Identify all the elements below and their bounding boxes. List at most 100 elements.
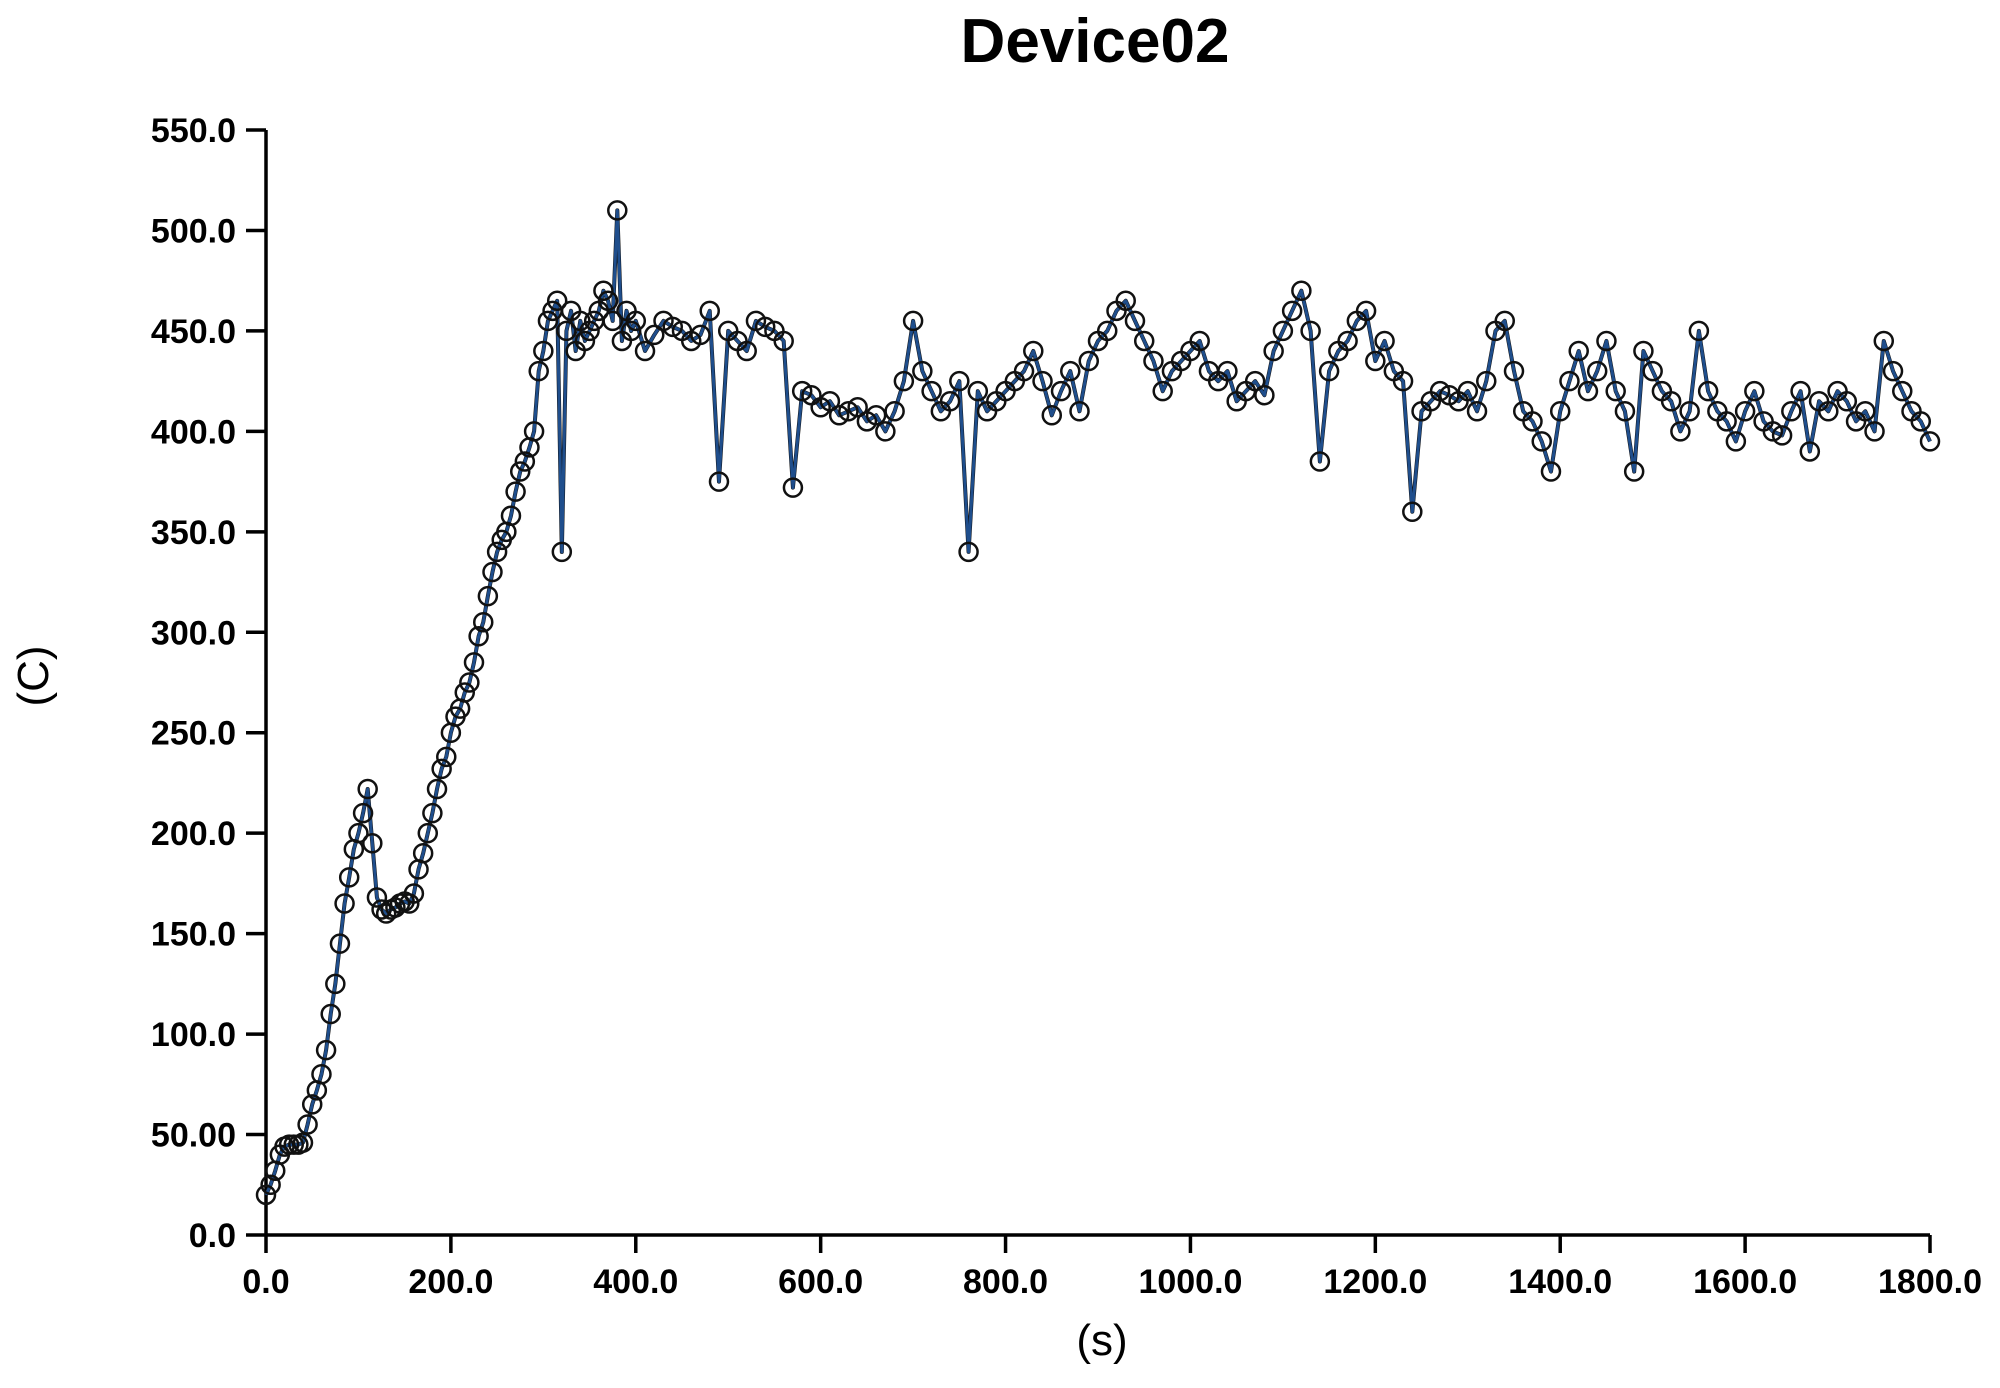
data-point [514,451,536,472]
data-point [362,832,383,854]
data-point [1910,411,1932,432]
data-point [625,310,647,332]
data-point [1429,380,1451,402]
x-tick-label: 1400.0 [1508,1263,1612,1301]
data-point [1244,370,1266,392]
x-tick-label: 0.0 [242,1263,289,1301]
x-tick-label: 1800.0 [1878,1263,1982,1301]
data-point [1078,350,1100,372]
data-point [468,626,489,647]
data-point [412,843,434,864]
data-point [1873,330,1895,352]
data-point [1531,431,1552,452]
data-point [1725,431,1747,452]
data-point [699,300,720,322]
data-point [1605,380,1626,402]
data-point [893,370,915,392]
data-point [556,320,577,342]
data-point [315,1039,337,1061]
data-point [1734,401,1756,422]
data-point [1818,401,1839,422]
data-point [528,360,549,382]
data-point [301,1094,323,1115]
data-point [417,822,439,844]
x-tick-label: 1200.0 [1323,1263,1427,1301]
data-point [1596,330,1617,352]
data-point [1254,384,1275,406]
data-point [260,1174,281,1196]
data-point [1522,411,1543,432]
data-point [1744,380,1765,402]
data-point [902,310,924,332]
data-point [436,746,457,768]
data-point [1633,340,1654,362]
data-point [1642,360,1663,382]
data-point [1882,360,1904,382]
data-point [597,290,619,312]
data-point [662,316,684,338]
data-point [791,380,813,402]
data-point [875,421,896,442]
data-point [551,541,573,563]
data-point [463,652,485,673]
data-point [1771,425,1793,446]
data-point [1494,310,1516,332]
chart-title: Device02 [961,7,1230,76]
data-point [1023,340,1044,362]
data-point [311,1064,332,1085]
x-tick-label: 200.0 [408,1263,493,1301]
data-point [1762,421,1784,442]
data-point [620,320,642,342]
data-point [634,340,656,362]
data-point [1281,300,1303,322]
x-axis: 0.0 200.0 400.0 600.0 800.0 1000.0 1200.0 1400.… [242,1233,1982,1301]
data-point [1623,461,1645,482]
data-point [1032,370,1053,392]
data-point [1392,370,1414,392]
data-point [912,360,933,382]
data-point [884,401,905,422]
data-point [329,933,351,954]
data-point [1263,340,1284,362]
data-point [1115,290,1136,312]
data-point [1318,360,1340,382]
data-point [921,380,942,402]
data-point [334,893,355,914]
data-point [828,405,850,426]
data-point [1559,370,1580,392]
data-point [602,310,623,332]
data-point [1300,320,1321,342]
data-point [371,899,392,920]
y-axis: 0.0 50.00 100.0 150.0 200.0 250.0 300.0 350.0 40… [151,112,268,1255]
y-tick-label: 250.0 [151,715,236,753]
data-point [1272,320,1294,342]
data-point [1365,350,1386,372]
data-point [1402,501,1423,522]
data-point [1688,320,1710,342]
data-point [1152,380,1173,402]
data-point [1133,330,1155,352]
data-point [607,200,628,221]
data-point [865,405,887,426]
data-point [939,390,961,412]
data-point [1892,380,1913,402]
x-tick-label: 400.0 [593,1263,678,1301]
data-point [255,1184,277,1206]
data-point [574,330,596,352]
y-tick-label: 450.0 [151,313,236,351]
data-point [1041,405,1063,426]
y-tick-label: 350.0 [151,514,236,552]
data-point [819,390,841,412]
data-point [486,541,508,563]
data-point [422,802,443,824]
data-point [1919,431,1941,452]
data-point [949,370,970,392]
x-axis-label: (s) [1076,1316,1127,1365]
data-point [426,778,448,800]
y-tick-label: 200.0 [151,815,236,853]
data-point [1716,411,1737,432]
data-point [1540,461,1562,482]
data-point [320,1003,341,1025]
y-tick-label: 300.0 [151,614,236,652]
data-point [847,397,868,418]
